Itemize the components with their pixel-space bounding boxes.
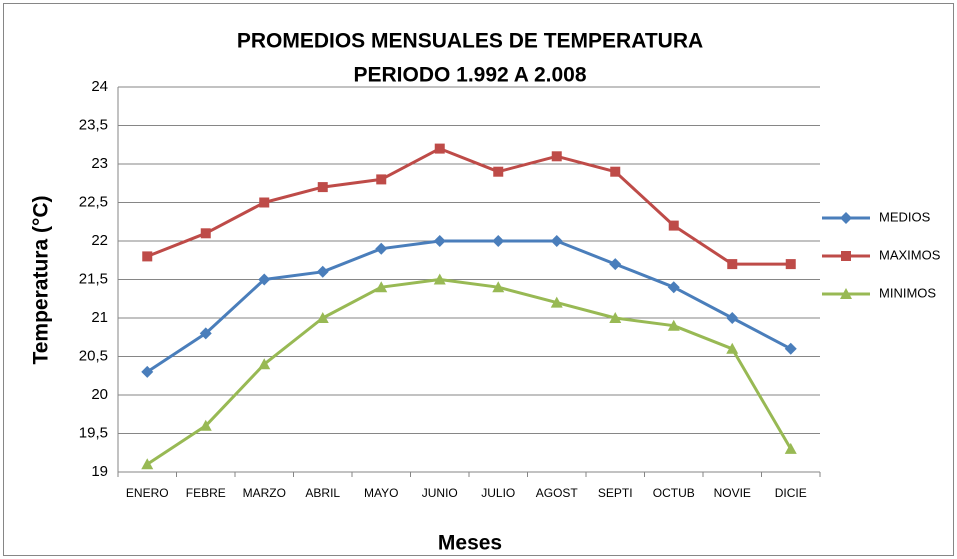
data-point <box>199 327 212 340</box>
data-point <box>492 281 505 293</box>
data-point <box>726 342 739 354</box>
legend-marker <box>840 212 852 224</box>
data-point <box>551 151 562 162</box>
x-tick-label: JUNIO <box>422 486 458 500</box>
y-axis-label: Temperatura (°C) <box>30 195 53 364</box>
data-point <box>142 251 153 262</box>
chart-title: PROMEDIOS MENSUALES DE TEMPERATURA <box>237 30 703 53</box>
data-point <box>668 220 679 231</box>
series-line <box>146 239 792 374</box>
legend-label: MEDIOS <box>879 209 931 224</box>
data-point <box>433 235 446 247</box>
x-tick-label: AGOST <box>536 486 579 500</box>
legend-marker <box>840 288 852 299</box>
data-point <box>492 235 505 247</box>
chart-subtitle: PERIODO 1.992 A 2.008 <box>353 64 586 87</box>
data-point <box>726 312 739 324</box>
data-point <box>610 166 621 177</box>
data-point <box>141 365 154 378</box>
data-point <box>784 342 797 355</box>
x-tick-label: MAYO <box>364 486 398 500</box>
x-tick-label: ENERO <box>126 486 169 500</box>
series-line <box>146 278 793 466</box>
data-point <box>258 273 271 286</box>
data-point <box>258 358 271 370</box>
y-tick-label: 22,5 <box>79 193 108 210</box>
data-point <box>199 419 212 431</box>
series-line <box>146 147 791 266</box>
x-tick-label: NOVIE <box>714 486 751 500</box>
x-tick-label: JULIO <box>481 486 515 500</box>
y-tick-label: 20 <box>91 386 108 403</box>
data-point <box>609 312 622 323</box>
data-point <box>316 265 329 278</box>
y-tick-label: 21 <box>91 309 108 326</box>
y-tick-label: 21,5 <box>79 270 108 287</box>
data-point <box>317 182 328 193</box>
y-tick-label: 23 <box>91 155 108 172</box>
data-point <box>667 281 680 294</box>
data-point <box>609 258 622 271</box>
legend-label: MINIMOS <box>879 285 936 300</box>
y-tick-label: 23,5 <box>79 116 108 133</box>
data-point <box>784 442 797 454</box>
data-point <box>727 259 738 270</box>
x-axis-label: Meses <box>438 532 502 555</box>
data-point <box>667 319 680 331</box>
y-tick-label: 24 <box>91 78 108 95</box>
x-tick-label: MARZO <box>243 486 286 500</box>
legend-label: MAXIMOS <box>879 247 941 262</box>
legend-marker <box>841 251 851 261</box>
x-tick-label: OCTUB <box>653 486 695 500</box>
data-point <box>434 143 445 154</box>
data-point <box>375 242 388 255</box>
x-tick-label: FEBRE <box>186 486 226 500</box>
x-tick-label: ABRIL <box>305 486 340 500</box>
data-point <box>375 281 388 293</box>
data-point <box>376 174 387 185</box>
data-point <box>550 235 563 247</box>
data-point <box>550 296 563 308</box>
data-point <box>316 312 329 323</box>
data-point <box>785 259 796 270</box>
y-tick-label: 19,5 <box>79 424 108 441</box>
y-tick-label: 22 <box>91 232 108 249</box>
data-point <box>433 273 446 285</box>
data-point <box>141 458 154 470</box>
data-point <box>200 228 211 239</box>
y-tick-label: 19 <box>91 463 108 480</box>
x-tick-label: SEPTI <box>598 486 633 500</box>
data-point <box>493 166 504 177</box>
y-tick-label: 20,5 <box>79 347 108 364</box>
data-point <box>259 197 270 208</box>
x-tick-label: DICIE <box>775 486 807 500</box>
